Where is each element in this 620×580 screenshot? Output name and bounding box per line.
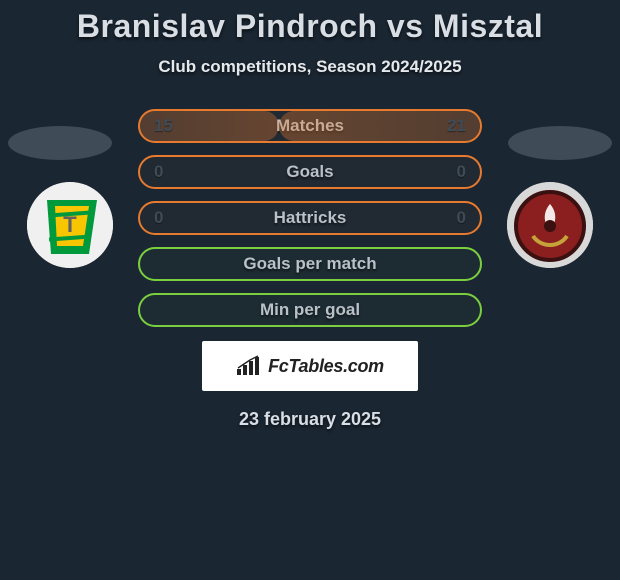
page-title: Branislav Pindroch vs Misztal: [0, 8, 620, 45]
subtitle: Club competitions, Season 2024/2025: [0, 57, 620, 77]
right-club-logo-svg: [507, 182, 593, 268]
stat-row-hattricks: 0 Hattricks 0: [138, 201, 482, 235]
brand-text: FcTables.com: [268, 356, 384, 377]
left-player-ellipse: [8, 126, 112, 160]
stat-right-value: 0: [457, 208, 466, 228]
right-player-column: [500, 122, 620, 342]
stat-row-matches: 15 Matches 21: [138, 109, 482, 143]
comparison-card: Branislav Pindroch vs Misztal Club compe…: [0, 0, 620, 430]
right-club-logo: [507, 182, 593, 268]
stat-row-min-per-goal: Min per goal: [138, 293, 482, 327]
stat-left-value: 0: [154, 162, 163, 182]
stat-label: Hattricks: [274, 208, 347, 228]
left-player-column: T: [0, 122, 120, 342]
stat-left-value: 0: [154, 208, 163, 228]
stat-left-value: 15: [154, 116, 173, 136]
left-club-logo: T: [27, 182, 113, 268]
stat-right-value: 0: [457, 162, 466, 182]
stat-row-goals: 0 Goals 0: [138, 155, 482, 189]
brand-badge[interactable]: FcTables.com: [202, 341, 418, 391]
left-club-logo-svg: T: [27, 182, 113, 268]
stat-right-value: 21: [447, 116, 466, 136]
stat-label: Goals: [286, 162, 333, 182]
stat-label: Goals per match: [243, 254, 376, 274]
right-player-ellipse: [508, 126, 612, 160]
bar-chart-icon: [236, 355, 262, 377]
date-text: 23 february 2025: [0, 409, 620, 430]
stat-row-goals-per-match: Goals per match: [138, 247, 482, 281]
stat-label: Min per goal: [260, 300, 360, 320]
